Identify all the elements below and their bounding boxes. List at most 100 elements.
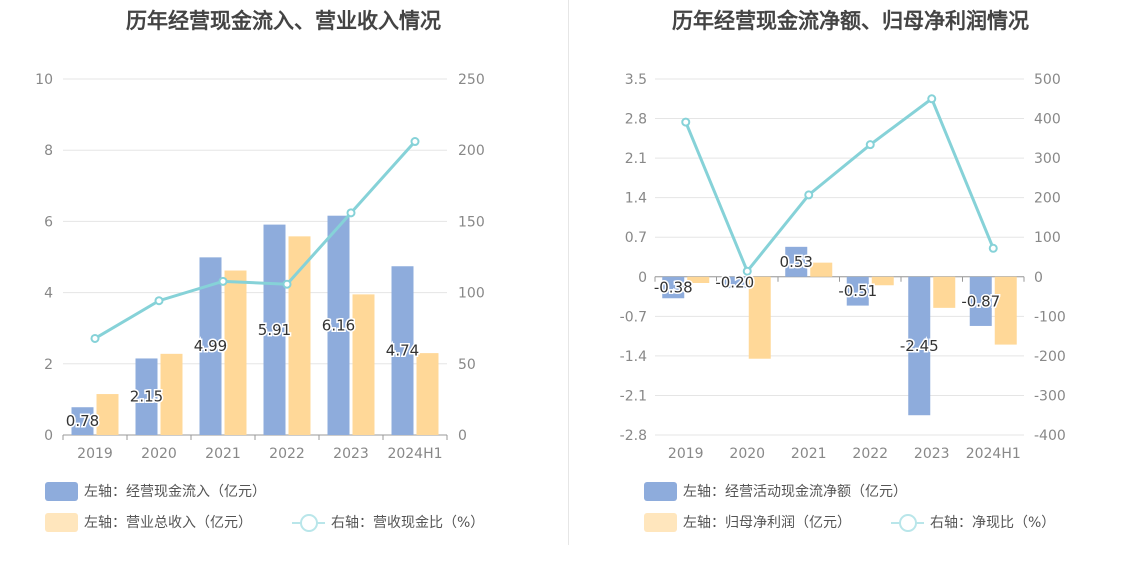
legend-swatch-cash-inflow: [45, 481, 78, 501]
bar-series-1: [908, 276, 931, 416]
x-tick-label: 2023: [914, 446, 950, 462]
bar-series-1: [71, 407, 94, 435]
y-right-tick-label: 500: [1034, 72, 1061, 88]
y-right-tick-label: 100: [1034, 230, 1061, 246]
data-label: -0.38: [654, 279, 693, 297]
data-label: 0.78: [66, 412, 99, 430]
legend-swatch-revenue: [45, 512, 78, 532]
legend-label: 左轴：经营活动现金流净额（亿元）: [683, 484, 907, 500]
bar-series-2: [352, 294, 375, 435]
y-left-tick-label: 2.1: [625, 151, 647, 167]
left-chart-panel: 历年经营现金流入、营业收入情况 0 2 4 6 8 10 0 50 100 150 200 250 20…: [35, 9, 485, 533]
legend-label: 左轴：归母净利润（亿元）: [683, 515, 851, 531]
legend-line-icon: [292, 513, 325, 532]
bar-series-1: [662, 276, 685, 299]
y-left-tick-label: 3.5: [625, 72, 647, 88]
line-point: [218, 276, 228, 286]
x-tick-label: 2021: [791, 446, 827, 462]
data-label: -2.45: [900, 337, 939, 355]
legend-swatch-net-profit: [644, 512, 677, 532]
y-right-tick-label: 250: [458, 72, 485, 88]
bar-series-1: [846, 276, 869, 306]
line-point: [154, 296, 164, 306]
bar-series-1: [327, 215, 350, 435]
line-point: [865, 140, 875, 150]
bar-series-2: [160, 353, 183, 435]
bar-series-2: [933, 276, 956, 308]
x-tick-label: 2021: [205, 446, 241, 462]
bar-series-1: [723, 276, 746, 289]
y-right-tick-label: 100: [458, 286, 485, 302]
legend-label: 左轴：经营现金流入（亿元）: [84, 484, 266, 500]
legend-item-cash-ratio[interactable]: 右轴：营收现金比（%）: [292, 511, 484, 533]
y-left-tick-label: 6: [44, 214, 53, 230]
line-series: [684, 96, 995, 275]
y-right-tick-label: 0: [1034, 270, 1043, 286]
panel-divider: [568, 0, 569, 545]
x-tick-label: 2022: [852, 446, 888, 462]
y-right-tick-label: 50: [458, 357, 476, 373]
bar-series-1: [969, 276, 992, 326]
legend-item-revenue[interactable]: 左轴：营业总收入（亿元）: [45, 511, 252, 533]
y-left-tick-label: 10: [35, 72, 53, 88]
x-tick-label: 2024H1: [387, 446, 442, 462]
y-left-tick-label: -1.4: [620, 349, 647, 365]
bar-series-1: [199, 257, 222, 435]
bar-series-2: [871, 276, 894, 286]
legend-swatch-net-cash-flow: [644, 481, 677, 501]
y-right-tick-label: -400: [1034, 428, 1066, 444]
data-label: 2.15: [130, 388, 163, 406]
legend-label: 右轴：净现比（%）: [930, 515, 1056, 531]
legend-item-cash-inflow[interactable]: 左轴：经营现金流入（亿元）: [45, 480, 266, 502]
bar-series-2: [224, 270, 247, 435]
bar-series-2: [687, 276, 710, 283]
line-point: [90, 333, 100, 343]
y-right-tick-label: -100: [1034, 309, 1066, 325]
y-left-tick-label: 4: [44, 286, 53, 302]
x-tick-label: 2019: [77, 446, 113, 462]
legend-label: 右轴：营收现金比（%）: [331, 515, 485, 531]
bar-series-2: [288, 236, 311, 435]
data-label: -0.20: [715, 273, 754, 291]
legend-item-net-cash-flow[interactable]: 左轴：经营活动现金流净额（亿元）: [644, 480, 907, 502]
legend-item-net-profit[interactable]: 左轴：归母净利润（亿元）: [644, 511, 851, 533]
bar-series-1: [785, 246, 808, 277]
line-point: [742, 266, 752, 276]
data-label: 0.53: [780, 253, 813, 271]
bar-series-2: [96, 394, 119, 435]
y-right-tick-label: 200: [1034, 191, 1061, 207]
y-left-tick-label: 0.7: [625, 230, 647, 246]
y-left-tick-label: 2: [44, 357, 53, 373]
y-left-tick-label: 8: [44, 143, 53, 159]
line-point: [927, 94, 937, 104]
data-label: -0.87: [961, 292, 1000, 310]
x-tick-label: 2019: [668, 446, 704, 462]
x-tick-label: 2022: [269, 446, 305, 462]
y-left-tick-label: 2.8: [625, 112, 647, 128]
data-label: 5.91: [258, 321, 291, 339]
data-label: 4.99: [194, 337, 227, 355]
y-right-tick-label: -300: [1034, 388, 1066, 404]
line-point: [346, 208, 356, 218]
line-point: [410, 137, 420, 147]
data-label: 4.74: [386, 342, 419, 360]
bar-series-1: [263, 224, 286, 435]
data-label: 6.16: [322, 316, 355, 334]
y-right-tick-label: -200: [1034, 349, 1066, 365]
bar-series-1: [135, 358, 158, 435]
y-left-tick-label: -2.1: [620, 388, 647, 404]
y-left-tick-label: 1.4: [625, 191, 647, 207]
line-point: [804, 190, 814, 200]
y-left-tick-label: -2.8: [620, 428, 647, 444]
data-label: -0.51: [838, 282, 877, 300]
bar-series-2: [994, 276, 1017, 345]
line-point: [282, 279, 292, 289]
right-chart-plot: -2.8 -2.1 -1.4 -0.7 0 0.7 1.4 2.1 2.8 3.5 -400 -300…: [620, 72, 1066, 462]
y-right-tick-label: 300: [1034, 151, 1061, 167]
y-right-tick-label: 400: [1034, 112, 1061, 128]
line-point: [681, 117, 691, 127]
y-left-tick-label: 0: [638, 270, 647, 286]
line-point: [988, 243, 998, 253]
legend-item-net-cash-ratio[interactable]: 右轴：净现比（%）: [891, 511, 1055, 533]
